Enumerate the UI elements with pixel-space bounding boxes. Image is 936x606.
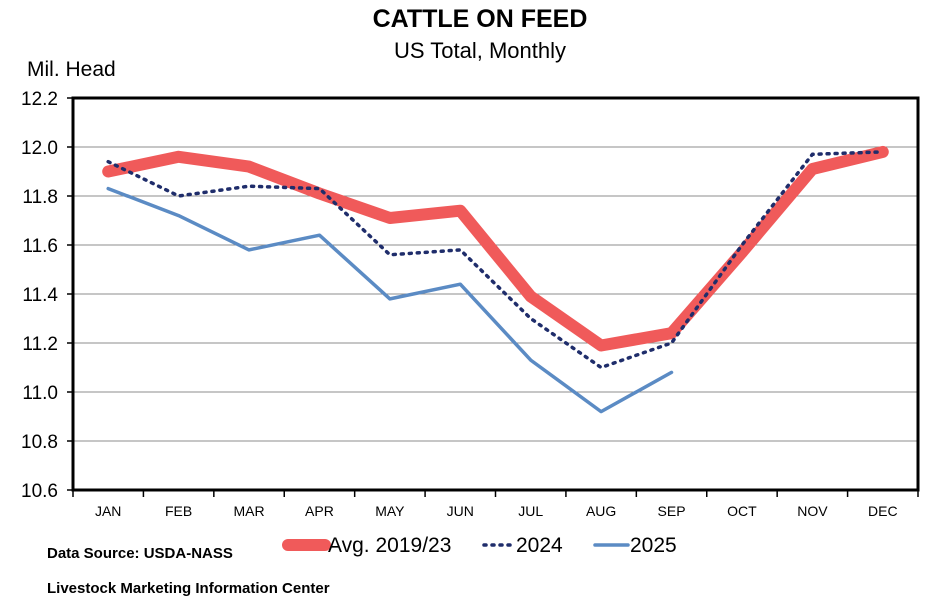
y-tick-label: 10.6	[21, 481, 58, 502]
y-tick-label: 12.2	[21, 89, 58, 110]
x-tick-label: JUL	[518, 503, 543, 519]
x-tick-label: SEP	[658, 503, 686, 519]
y-tick-label: 10.8	[21, 432, 58, 453]
y-tick-label: 11.0	[22, 383, 58, 404]
x-tick-label: MAR	[233, 503, 264, 519]
x-tick-label: OCT	[727, 503, 757, 519]
x-tick-label: AUG	[586, 503, 616, 519]
y-tick-label: 11.8	[22, 187, 58, 208]
data-source-note: Data Source: USDA-NASS	[47, 545, 233, 562]
series-lines	[102, 145, 889, 414]
legend-label-2: 2025	[630, 534, 677, 557]
chart-subtitle: US Total, Monthly	[393, 38, 566, 63]
x-tick-label: NOV	[797, 503, 828, 519]
legend-label-1: 2024	[516, 534, 563, 557]
x-tick-label: FEB	[165, 503, 192, 519]
x-tick-label: DEC	[868, 503, 898, 519]
x-tick-label: JUN	[447, 503, 474, 519]
chart-title: CATTLE ON FEED	[372, 5, 588, 33]
legend: Avg. 2019/23 2024 2025	[282, 534, 677, 557]
y-tick-label: 11.2	[22, 334, 58, 355]
y-tick-label: 11.4	[22, 285, 58, 306]
x-tick-label: APR	[305, 503, 334, 519]
y-axis-label: Mil. Head	[27, 58, 116, 81]
organization-credit: Livestock Marketing Information Center	[47, 580, 330, 597]
series-line-0	[102, 145, 889, 352]
series-line-1	[106, 150, 885, 370]
legend-label-0: Avg. 2019/23	[328, 534, 451, 557]
y-tick-label: 12.0	[21, 138, 58, 159]
x-tick-label: MAY	[375, 503, 405, 519]
x-tick-label: JAN	[95, 503, 121, 519]
series-line-2	[106, 186, 674, 414]
y-tick-labels: 10.6 10.8 11.0 11.2 11.4 11.6 11.8 12.0 12.2	[21, 89, 73, 502]
y-tick-label: 11.6	[22, 236, 58, 257]
x-tick-labels: JAN FEB MAR APR MAY JUN JUL AUG SEP OCT NOV DEC	[72, 490, 919, 519]
